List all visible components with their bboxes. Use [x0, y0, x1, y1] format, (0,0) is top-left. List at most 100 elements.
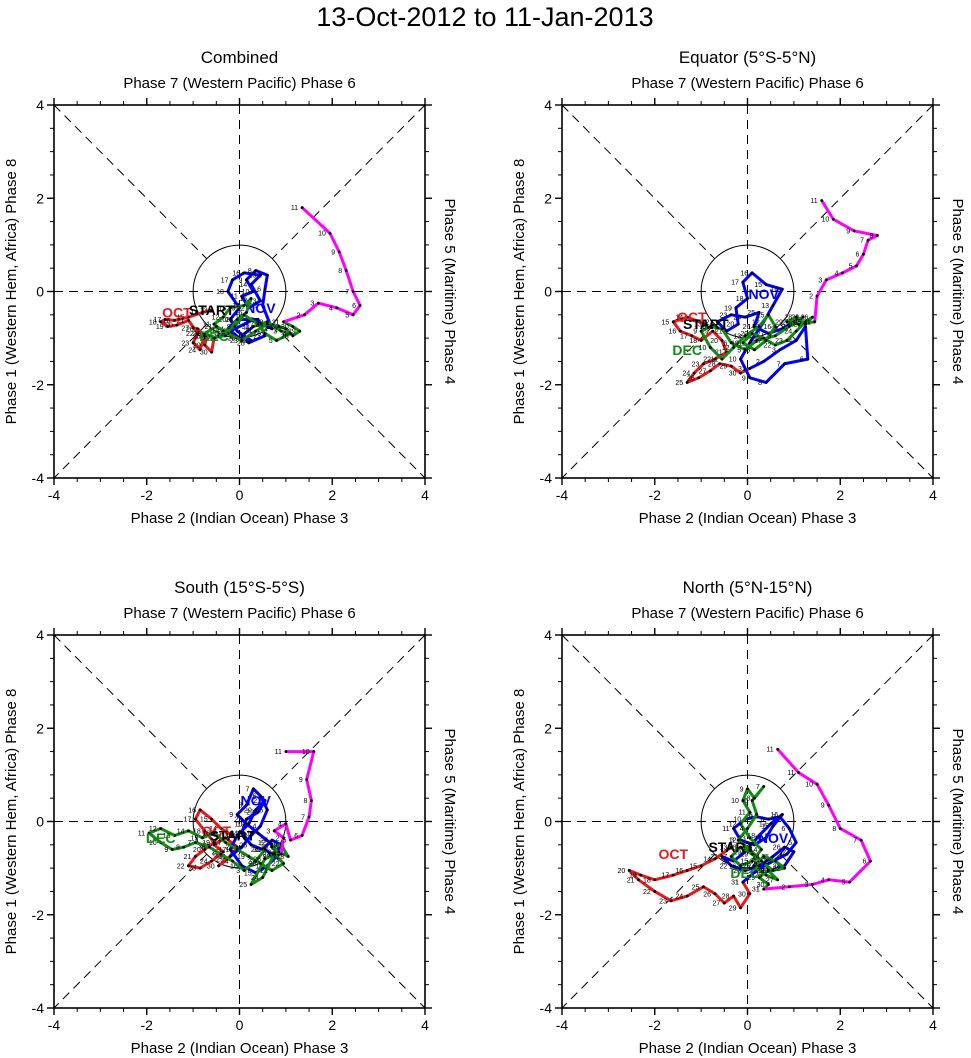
- day-point: [166, 325, 170, 328]
- day-point: [270, 869, 274, 872]
- day-label: 17: [680, 333, 688, 340]
- day-label: 14: [703, 856, 711, 863]
- day-label: 20: [710, 338, 718, 345]
- series-line-jan: [763, 748, 872, 891]
- day-point: [221, 315, 225, 319]
- day-point: [732, 346, 735, 349]
- day-point: [739, 371, 742, 375]
- day-label: 2: [756, 359, 760, 366]
- day-label: 9: [846, 228, 850, 235]
- day-point: [240, 831, 244, 835]
- day-label: 6: [294, 833, 298, 840]
- day-label: 15: [239, 296, 247, 303]
- day-label: 1: [735, 880, 739, 887]
- day-point: [249, 283, 253, 286]
- day-label: 14: [191, 310, 199, 317]
- day-label: 17: [225, 317, 233, 324]
- day-label: 1: [795, 315, 799, 322]
- y-tick-label: 0: [36, 284, 44, 300]
- day-point: [780, 287, 784, 291]
- day-label: 9: [740, 786, 744, 793]
- top-phase-label: Phase 7 (Western Pacific) Phase 6: [123, 605, 355, 622]
- day-label: 7: [756, 784, 760, 791]
- y-tick-label: 0: [544, 284, 552, 300]
- day-label: 18: [216, 289, 224, 296]
- day-point: [240, 294, 244, 298]
- day-label: 14: [675, 315, 683, 322]
- day-label: 4: [749, 338, 753, 345]
- y-tick-label: -4: [32, 1000, 45, 1016]
- x-tick-label: -4: [556, 487, 569, 503]
- day-point: [776, 747, 780, 751]
- day-point: [783, 362, 786, 366]
- day-point: [163, 318, 167, 321]
- day-label: 19: [701, 329, 709, 336]
- day-label: 23: [262, 852, 270, 859]
- day-point: [277, 325, 281, 328]
- day-point: [242, 304, 246, 307]
- day-point: [750, 799, 754, 802]
- day-label: 19: [724, 305, 732, 312]
- y-tick-label: -2: [540, 907, 553, 923]
- day-label: 9: [239, 277, 243, 284]
- day-point: [862, 252, 865, 256]
- day-label: 31: [731, 880, 739, 887]
- x-tick-label: 4: [421, 1017, 429, 1033]
- day-point: [224, 841, 227, 844]
- day-point: [263, 287, 267, 291]
- day-point: [201, 311, 204, 314]
- day-point: [219, 827, 223, 830]
- day-point: [258, 824, 262, 828]
- day-point: [637, 878, 640, 882]
- day-point: [762, 785, 766, 788]
- day-label: 1: [273, 852, 277, 859]
- day-point: [173, 319, 176, 322]
- day-point: [766, 817, 770, 821]
- day-point: [182, 845, 186, 849]
- day-point: [217, 864, 221, 868]
- day-label: 9: [229, 812, 233, 819]
- day-point: [196, 332, 200, 335]
- day-label: 22: [643, 889, 651, 896]
- day-label: 15: [761, 824, 769, 831]
- day-label: 17: [759, 821, 767, 828]
- day-point: [773, 334, 777, 338]
- day-label: 25: [239, 882, 247, 889]
- day-label: 22: [177, 863, 185, 870]
- day-point: [757, 834, 761, 837]
- day-point: [312, 750, 316, 753]
- day-label: 19: [629, 873, 637, 880]
- day-label: 18: [747, 833, 755, 840]
- day-label: 15: [662, 319, 670, 326]
- day-label: 23: [719, 312, 727, 319]
- day-label: 13: [761, 303, 769, 310]
- day-point: [265, 808, 269, 812]
- day-label: 27: [274, 326, 282, 333]
- x-tick-label: -2: [141, 1017, 154, 1033]
- day-label: 3: [805, 882, 809, 889]
- unit-circle: [700, 774, 795, 869]
- day-label: 3: [765, 859, 769, 866]
- day-label: 31: [272, 319, 280, 326]
- day-point: [210, 817, 214, 821]
- day-label: 12: [729, 821, 737, 828]
- day-point: [235, 329, 239, 333]
- day-point: [769, 822, 773, 826]
- day-label: 31: [269, 852, 277, 859]
- day-label: 19: [733, 849, 741, 856]
- day-label: 6: [252, 793, 256, 800]
- day-point: [848, 880, 851, 884]
- start-label: START: [683, 316, 729, 332]
- day-point: [198, 808, 202, 812]
- x-tick-label: 0: [236, 1017, 244, 1033]
- day-point: [702, 885, 705, 889]
- day-label: 5: [849, 263, 853, 270]
- day-label: 18: [149, 319, 157, 326]
- day-point: [159, 827, 163, 830]
- day-label: 15: [754, 282, 762, 289]
- day-label: 25: [794, 319, 802, 326]
- day-label: 7: [860, 238, 864, 245]
- day-point: [258, 862, 262, 865]
